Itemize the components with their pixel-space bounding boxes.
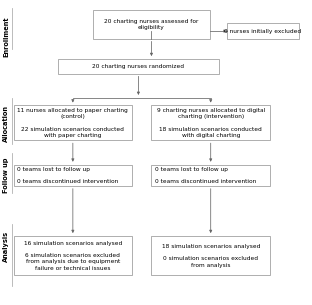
- FancyBboxPatch shape: [58, 59, 219, 74]
- Text: Enrollment: Enrollment: [3, 17, 9, 57]
- FancyBboxPatch shape: [14, 106, 132, 140]
- FancyBboxPatch shape: [151, 165, 270, 186]
- Text: 0 teams lost to follow up

0 teams discontinued intervention: 0 teams lost to follow up 0 teams discon…: [155, 167, 256, 184]
- FancyBboxPatch shape: [227, 23, 299, 39]
- Text: 0 nurses initially excluded: 0 nurses initially excluded: [224, 29, 302, 34]
- Text: 9 charting nurses allocated to digital
charting (intervention)

18 simulation sc: 9 charting nurses allocated to digital c…: [157, 108, 265, 138]
- FancyBboxPatch shape: [151, 236, 270, 275]
- Text: Analysis: Analysis: [3, 231, 9, 262]
- Text: 11 nurses allocated to paper charting
(control)

22 simulation scenarios conduct: 11 nurses allocated to paper charting (c…: [17, 108, 128, 138]
- FancyBboxPatch shape: [14, 236, 132, 275]
- FancyBboxPatch shape: [93, 10, 210, 39]
- FancyBboxPatch shape: [14, 165, 132, 186]
- Text: Allocation: Allocation: [3, 105, 9, 142]
- Text: Follow up: Follow up: [3, 158, 9, 193]
- Text: 20 charting nurses assessed for
eligibility: 20 charting nurses assessed for eligibil…: [104, 19, 199, 30]
- Text: 20 charting nurses randomized: 20 charting nurses randomized: [92, 64, 184, 69]
- FancyBboxPatch shape: [151, 106, 270, 140]
- Text: 18 simulation scenarios analysed

0 simulation scenarios excluded
from analysis: 18 simulation scenarios analysed 0 simul…: [162, 244, 260, 267]
- Text: 16 simulation scenarios analysed

6 simulation scenarios excluded
from analysis : 16 simulation scenarios analysed 6 simul…: [24, 241, 122, 271]
- Text: 0 teams lost to follow up

0 teams discontinued intervention: 0 teams lost to follow up 0 teams discon…: [17, 167, 119, 184]
